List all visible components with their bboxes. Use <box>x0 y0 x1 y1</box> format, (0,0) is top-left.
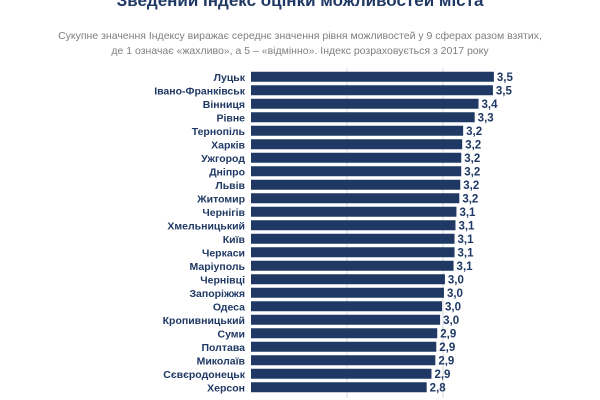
value-label: 3,2 <box>462 193 478 205</box>
bar <box>251 328 438 339</box>
bar <box>251 85 493 96</box>
category-label: Житомир <box>196 193 245 205</box>
value-label: 3,1 <box>458 247 475 259</box>
value-label: 3,2 <box>466 126 482 138</box>
chart-title: Зведений Індекс оцінки можливостей міста <box>116 0 484 10</box>
value-label: 2,8 <box>430 382 447 394</box>
value-label: 3,1 <box>457 261 474 273</box>
bar <box>251 382 427 393</box>
value-label: 3,2 <box>465 139 481 151</box>
category-label: Полтава <box>201 342 245 354</box>
category-label: Луцьк <box>214 72 246 84</box>
chart-subtitle: Сукупне значення Індексу виражає середнє… <box>30 29 570 59</box>
value-label: 3,0 <box>445 301 461 313</box>
subtitle-line-1: Сукупне значення Індексу виражає середнє… <box>58 30 542 42</box>
value-label: 3,2 <box>464 153 480 165</box>
value-label: 3,0 <box>443 315 459 327</box>
value-label: 3,1 <box>459 207 476 219</box>
bar <box>251 206 457 217</box>
category-label: Сєвєродонецьк <box>163 369 245 381</box>
category-label: Маріуполь <box>189 261 245 273</box>
bar <box>251 233 455 244</box>
value-label: 3,4 <box>482 99 499 111</box>
category-label: Дніпро <box>209 166 245 178</box>
category-label: Запоріжжя <box>189 288 245 300</box>
bar <box>251 125 464 136</box>
category-label: Львів <box>215 180 245 192</box>
category-label: Миколаїв <box>197 355 246 367</box>
category-label: Херсон <box>207 382 245 394</box>
category-label: Тернопіль <box>192 126 246 138</box>
bar <box>251 368 432 379</box>
category-label: Вінниця <box>203 99 245 111</box>
bar <box>251 152 462 163</box>
category-label: Київ <box>223 234 246 246</box>
value-label: 3,1 <box>458 234 475 246</box>
bar <box>251 179 461 190</box>
category-label: Хмельницький <box>167 220 245 232</box>
bar <box>251 287 444 298</box>
bar <box>251 112 475 123</box>
value-label: 3,0 <box>447 288 463 300</box>
category-label: Чернівці <box>200 274 245 286</box>
category-label: Рівне <box>216 112 245 124</box>
bar <box>251 314 441 325</box>
bar <box>251 220 456 231</box>
value-label: 3,1 <box>458 220 475 232</box>
bar <box>251 341 437 352</box>
bar <box>251 71 494 82</box>
category-label: Одеса <box>213 301 245 313</box>
category-label: Кропивницький <box>163 315 245 327</box>
value-label: 3,3 <box>478 112 494 124</box>
category-label: Черкаси <box>202 247 245 259</box>
category-label: Ужгород <box>201 153 245 165</box>
bar <box>251 274 445 285</box>
subtitle-line-2: де 1 означає «жахливо», а 5 – «відмінно»… <box>111 45 489 57</box>
value-label: 3,5 <box>497 72 514 84</box>
bar <box>251 247 455 258</box>
value-label: 3,2 <box>464 166 480 178</box>
category-label: Івано-Франківськ <box>154 85 246 97</box>
bar <box>251 193 460 204</box>
bar <box>251 355 436 366</box>
value-label: 2,9 <box>438 355 454 367</box>
value-label: 3,5 <box>496 85 513 97</box>
category-label: Суми <box>217 328 245 340</box>
category-label: Чернігів <box>202 207 245 219</box>
bar <box>251 166 462 177</box>
bar <box>251 139 463 150</box>
bar <box>251 260 454 271</box>
value-label: 3,0 <box>448 274 464 286</box>
value-label: 2,9 <box>440 328 456 340</box>
bar <box>251 301 443 312</box>
value-label: 3,2 <box>463 180 479 192</box>
value-label: 2,9 <box>439 342 455 354</box>
value-label: 2,9 <box>434 369 450 381</box>
category-label: Харків <box>211 139 245 151</box>
bar <box>251 98 479 109</box>
